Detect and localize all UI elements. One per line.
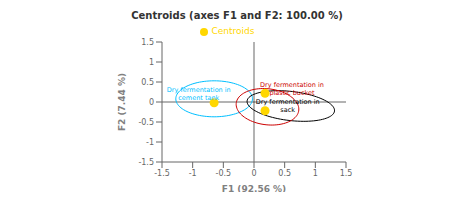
svg-text:0: 0 — [251, 169, 256, 178]
svg-text:0: 0 — [149, 98, 154, 107]
svg-text:-0.5: -0.5 — [216, 169, 232, 178]
svg-text:1.5: 1.5 — [340, 169, 353, 178]
svg-text:-1.5: -1.5 — [138, 158, 154, 167]
svg-text:Dry fermentation incement tank: Dry fermentation incement tank — [167, 86, 231, 102]
svg-text:-1: -1 — [189, 169, 197, 178]
svg-text:1.5: 1.5 — [141, 38, 154, 47]
svg-text:-1: -1 — [146, 138, 154, 147]
svg-text:1: 1 — [149, 58, 154, 67]
svg-text:-1.5: -1.5 — [154, 169, 170, 178]
svg-text:0.5: 0.5 — [141, 78, 154, 87]
svg-text:F2 (7.44 %): F2 (7.44 %) — [117, 73, 127, 131]
svg-text:F1 (92.56 %): F1 (92.56 %) — [222, 184, 286, 192]
html-text:Centroids: Centroids — [211, 26, 255, 36]
svg-text:0.5: 0.5 — [278, 169, 291, 178]
html-text:Centroids (axes F1 and F2: 100: Centroids (axes F1 and F2: 100.00 %) — [131, 10, 343, 21]
svg-text:Dry fermentation insack: Dry fermentation insack — [256, 98, 320, 114]
svg-text:-0.5: -0.5 — [138, 118, 154, 127]
svg-text:Dry fermentation inplastic buc: Dry fermentation inplastic bucket — [260, 81, 324, 97]
svg-text:1: 1 — [313, 169, 318, 178]
